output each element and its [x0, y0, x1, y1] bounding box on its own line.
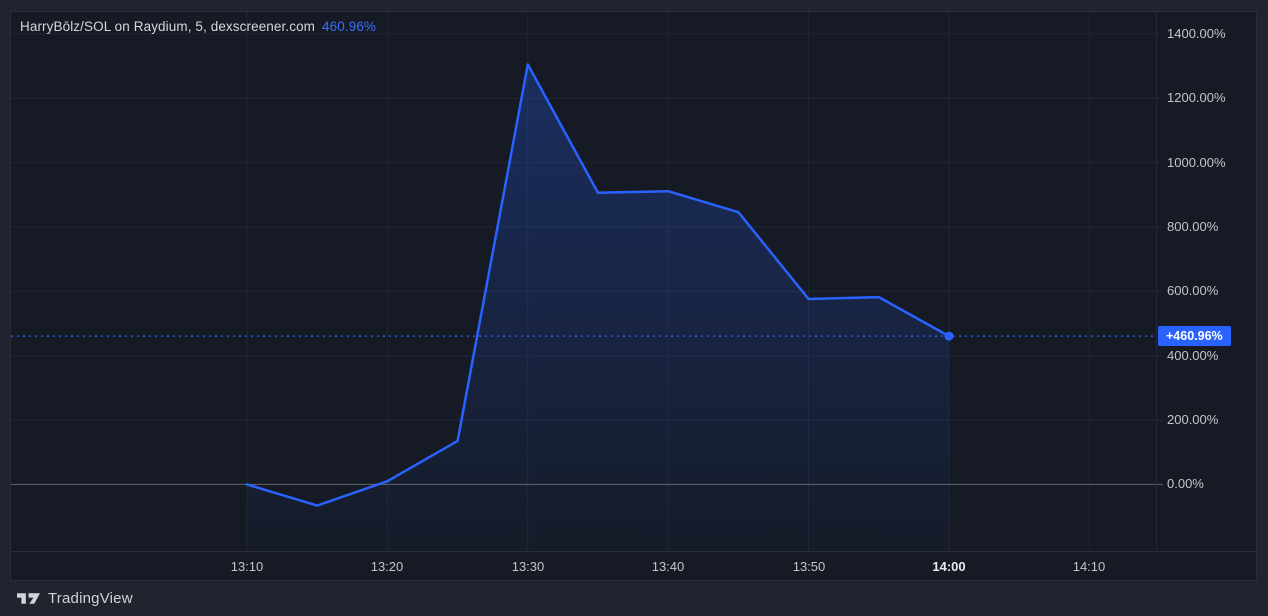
price-axis-label: 600.00% — [1167, 283, 1219, 298]
price-axis-label: 1400.00% — [1167, 26, 1226, 41]
price-chart-canvas[interactable] — [11, 12, 1163, 551]
area-fill — [247, 64, 949, 551]
time-axis-label: 13:30 — [511, 559, 545, 574]
time-axis-label: 13:20 — [370, 559, 404, 574]
time-axis-label: 14:10 — [1072, 559, 1106, 574]
price-axis-label: 1000.00% — [1167, 155, 1226, 170]
footer-bar: TradingView — [0, 581, 1268, 616]
price-axis-label: 800.00% — [1167, 219, 1219, 234]
price-axis-label: 1200.00% — [1167, 90, 1226, 105]
time-axis-label: 13:10 — [230, 559, 264, 574]
price-line — [245, 63, 951, 507]
price-axis[interactable]: 1400.00% 1200.00% 1000.00% 800.00% 600.00% 40… — [1156, 12, 1255, 551]
time-axis-label: 13:40 — [651, 559, 685, 574]
last-point-marker — [944, 331, 954, 341]
price-axis-label: 200.00% — [1167, 412, 1219, 427]
last-price-badge: +460.96% — [1158, 326, 1231, 346]
symbol-title: HarryBōlz/SOL on Raydium, 5, dexscreener… — [20, 19, 316, 34]
tradingview-brand-text[interactable]: TradingView — [48, 590, 133, 607]
time-axis-label: 14:00 — [932, 559, 966, 574]
time-axis[interactable]: 13:10 13:20 13:30 13:40 13:50 14:00 14:10 — [11, 551, 1256, 580]
tradingview-logo-icon[interactable] — [17, 591, 40, 606]
price-axis-label: 0.00% — [1167, 476, 1204, 491]
time-axis-label: 13:50 — [792, 559, 826, 574]
chart-legend[interactable]: HarryBōlz/SOL on Raydium, 5, dexscreener… — [20, 19, 376, 34]
price-axis-label: 400.00% — [1167, 348, 1219, 363]
chart-widget: HarryBōlz/SOL on Raydium, 5, dexscreener… — [10, 11, 1257, 581]
change-percent-value: 460.96% — [322, 19, 377, 34]
